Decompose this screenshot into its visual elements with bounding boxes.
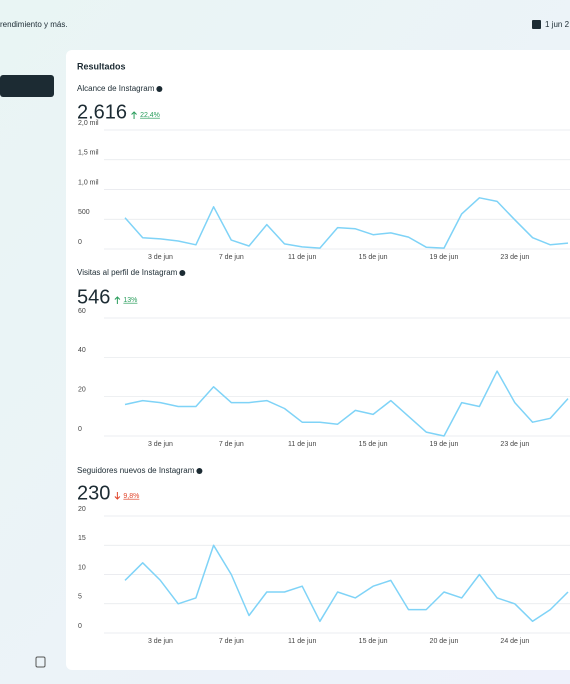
x-tick-label: 23 de jun xyxy=(500,441,529,448)
data-line xyxy=(124,544,569,623)
metric-total: 230 xyxy=(77,482,110,504)
metric-change: 9,8% xyxy=(123,493,139,500)
metric-title: Seguidores nuevos de Instagram xyxy=(77,466,195,475)
metric-total: 546 xyxy=(77,286,110,308)
y-tick-label: 2,0 mil xyxy=(78,120,99,127)
y-tick-label: 20 xyxy=(78,506,86,513)
x-tick-label: 19 de jun xyxy=(430,254,459,261)
trend-arrow xyxy=(114,492,121,500)
x-tick-label: 3 de jun xyxy=(148,441,173,448)
x-tick-label: 7 de jun xyxy=(219,638,244,645)
x-tick-label: 11 de jun xyxy=(288,441,316,448)
data-line xyxy=(124,197,569,249)
x-tick-label: 3 de jun xyxy=(148,254,173,261)
y-tick-label: 0 xyxy=(78,426,82,433)
x-tick-label: 11 de jun xyxy=(288,254,316,261)
x-tick-label: 3 de jun xyxy=(148,638,173,645)
x-tick-label: 15 de jun xyxy=(359,638,388,645)
y-tick-label: 40 xyxy=(78,347,86,354)
metric-total: 2.616 xyxy=(77,101,127,123)
y-tick-label: 5 xyxy=(78,594,82,601)
y-tick-label: 1,0 mil xyxy=(78,179,99,186)
x-tick-label: 7 de jun xyxy=(219,441,244,448)
calendar-icon[interactable] xyxy=(532,20,541,29)
metric-title: Alcance de Instagram xyxy=(77,84,155,93)
info-icon[interactable] xyxy=(179,270,186,276)
x-tick-label: 23 de jun xyxy=(500,254,529,261)
info-icon[interactable] xyxy=(156,86,163,92)
x-tick-label: 15 de jun xyxy=(359,254,388,261)
y-tick-label: 500 xyxy=(78,209,90,216)
trend-arrow xyxy=(114,296,121,304)
card xyxy=(66,50,570,670)
subtitle: rendimiento y más. xyxy=(0,20,68,29)
y-tick-label: 1,5 mil xyxy=(78,150,99,157)
y-tick-label: 15 xyxy=(78,535,86,542)
x-tick-label: 19 de jun xyxy=(430,441,459,448)
x-tick-label: 20 de jun xyxy=(430,638,459,645)
y-tick-label: 20 xyxy=(78,387,86,394)
y-tick-label: 60 xyxy=(78,308,86,315)
panel-icon[interactable] xyxy=(35,656,46,668)
nav-item[interactable] xyxy=(0,75,54,97)
x-tick-label: 24 de jun xyxy=(500,638,529,645)
y-tick-label: 10 xyxy=(78,564,86,571)
card-title: Resultados xyxy=(77,61,126,71)
data-line xyxy=(124,370,569,437)
x-tick-label: 11 de jun xyxy=(288,638,316,645)
x-tick-label: 7 de jun xyxy=(219,254,244,261)
y-tick-label: 0 xyxy=(78,623,82,630)
date-range[interactable]: 1 jun 2 xyxy=(545,20,570,29)
trend-arrow xyxy=(131,111,137,119)
metric-change: 13% xyxy=(123,297,137,304)
metric-title: Visitas al perfil de Instagram xyxy=(77,268,178,277)
metric-change: 22,4% xyxy=(140,112,160,119)
x-tick-label: 15 de jun xyxy=(359,441,388,448)
y-tick-label: 0 xyxy=(78,239,82,246)
info-icon[interactable] xyxy=(196,468,203,474)
